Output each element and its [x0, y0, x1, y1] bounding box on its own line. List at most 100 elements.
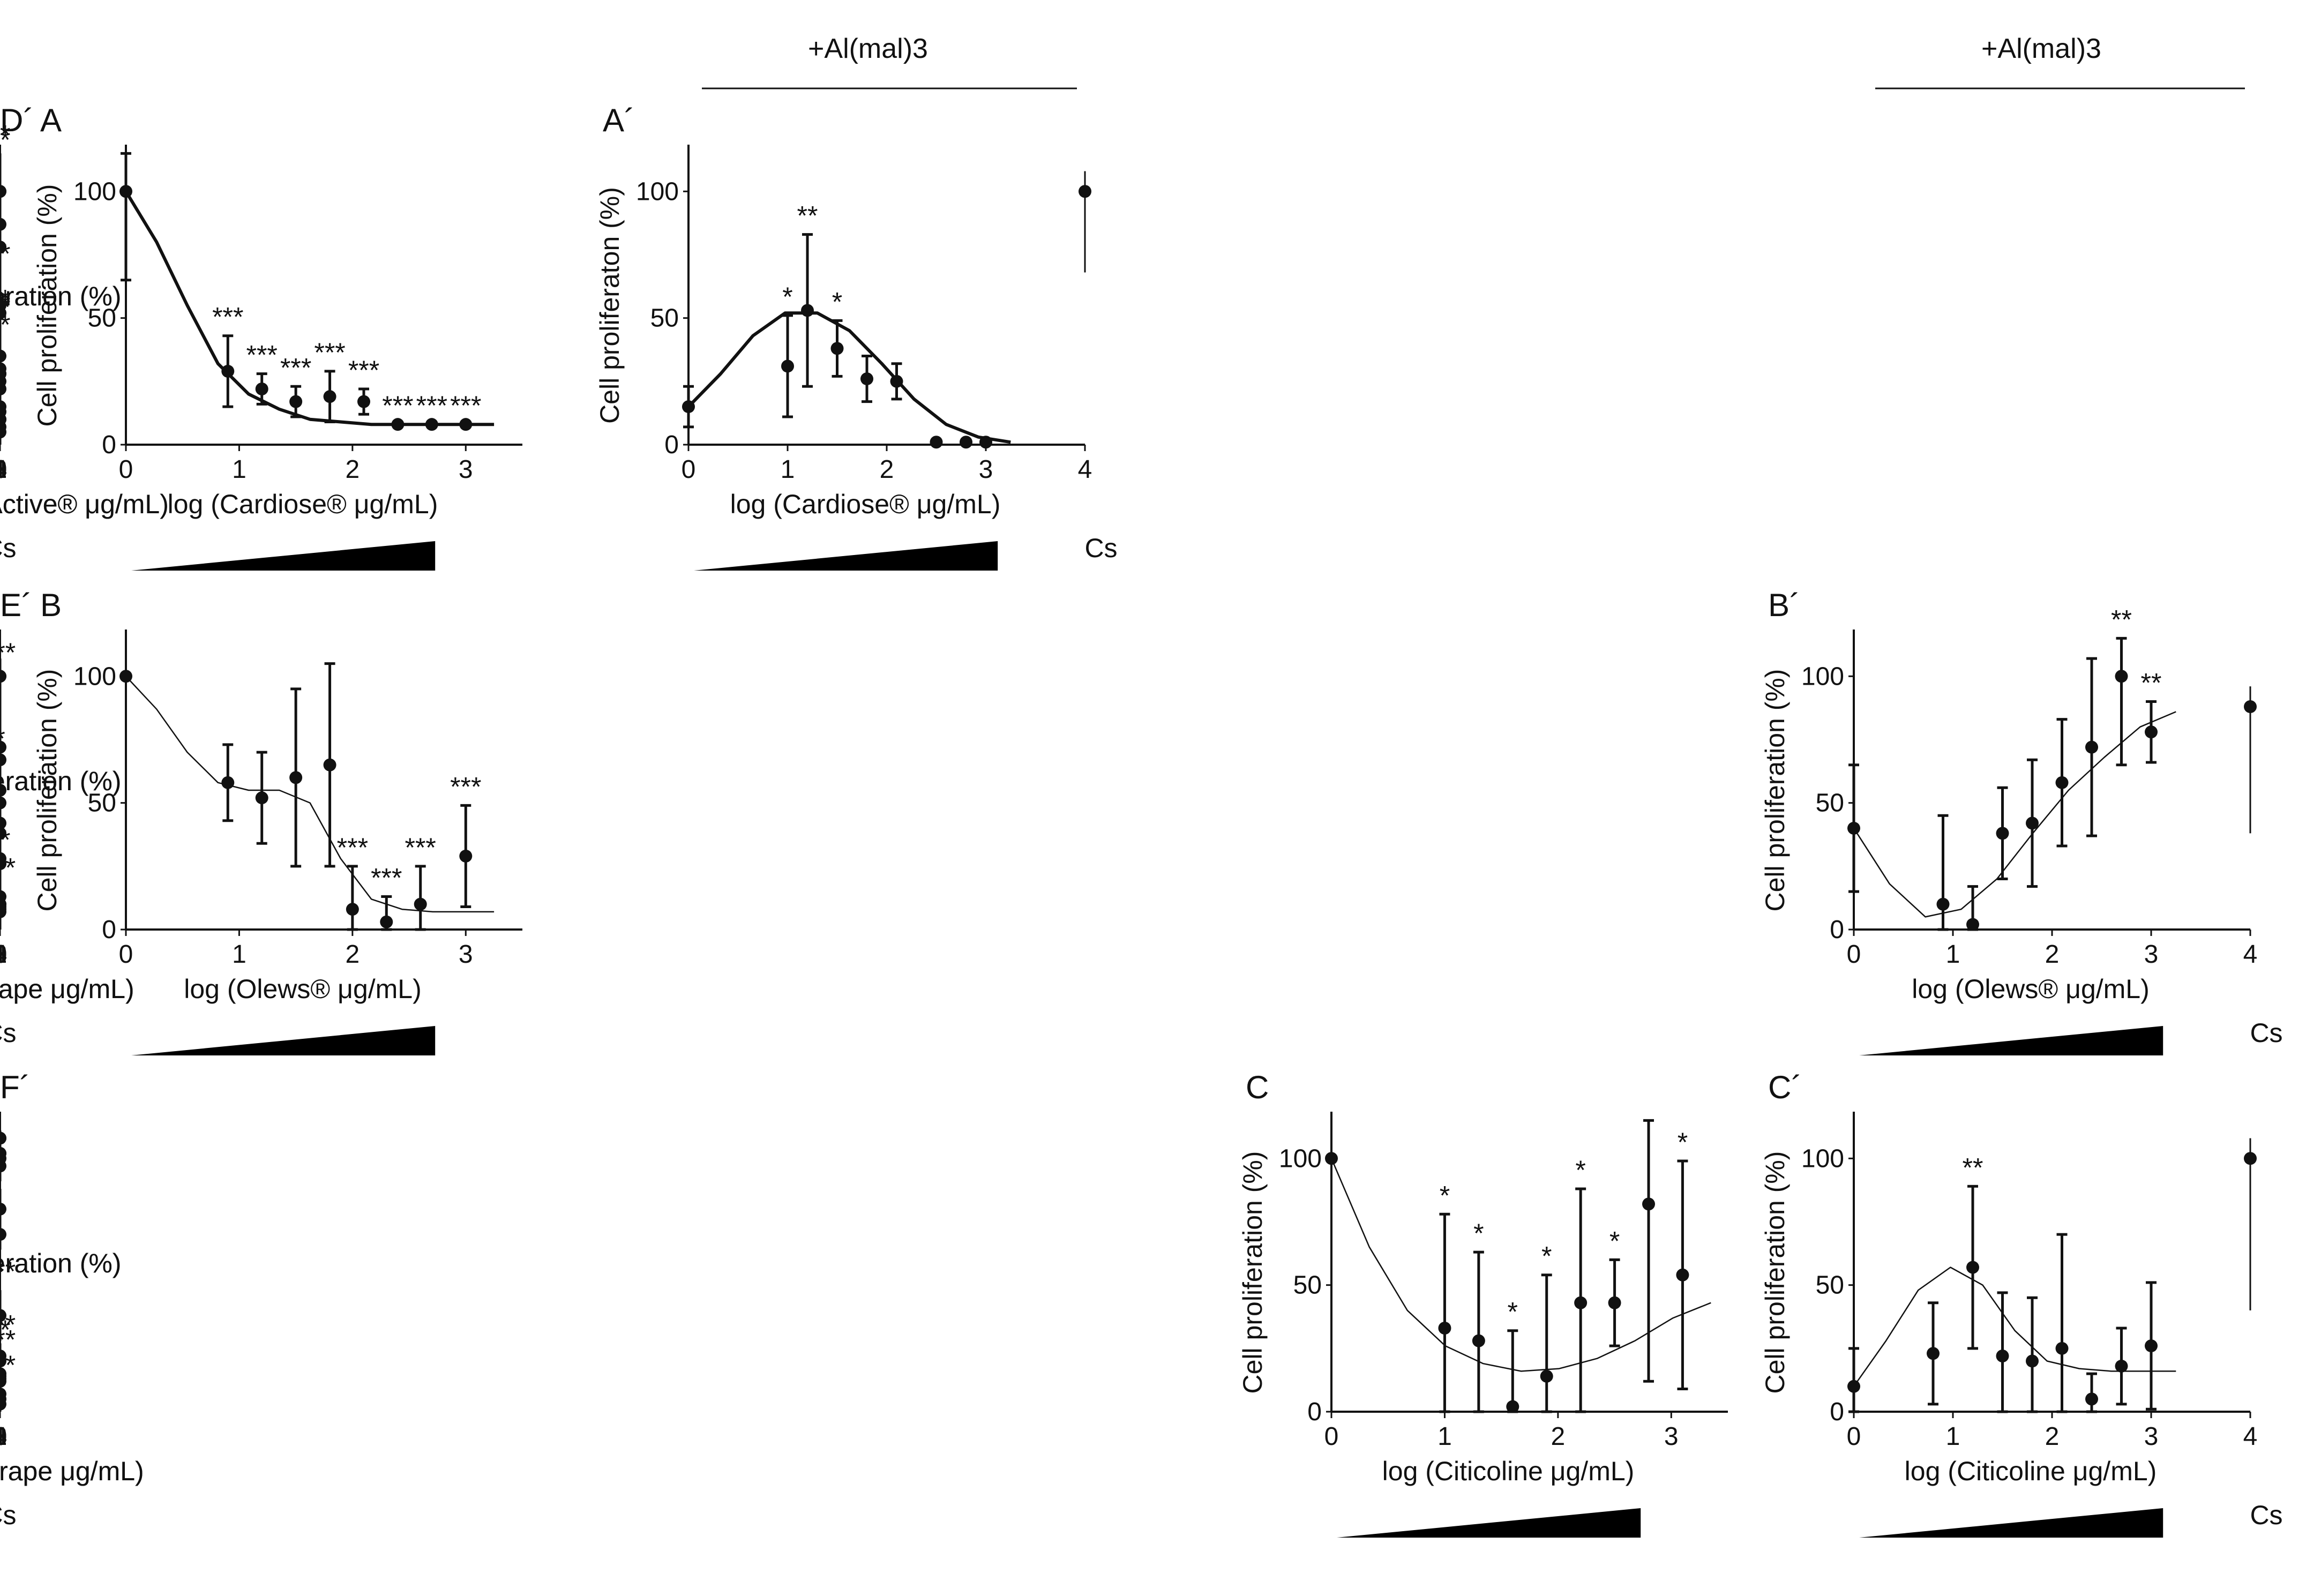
cs-point: [2244, 1152, 2257, 1165]
x-axis-label: log (Red grape μg/mL): [0, 974, 134, 1004]
data-point: [2085, 1392, 2098, 1406]
data-point: [221, 364, 235, 378]
y-tick-label: 0: [1830, 916, 1844, 944]
significance-marker: ***: [450, 391, 481, 421]
data-point: [0, 349, 6, 363]
header-left-label: +Al(mal)3: [808, 33, 928, 64]
y-axis-label: Cell proliferaton (%): [595, 187, 625, 424]
data-point: [860, 372, 873, 386]
data-point: [979, 436, 992, 449]
concentration-gradient: [131, 1026, 436, 1055]
data-point: [1936, 897, 1950, 911]
significance-marker: **: [2111, 604, 2132, 634]
cs-point: [1079, 185, 1091, 198]
panel-letter: B: [40, 587, 62, 623]
x-tick-label: 3: [0, 455, 7, 484]
data-point: [0, 1367, 6, 1381]
x-tick-label: 1: [1946, 1422, 1960, 1451]
data-point: [2055, 1342, 2069, 1355]
data-point: [380, 915, 393, 928]
x-tick-label: 1: [232, 940, 246, 969]
x-axis-label: log (MecobalActive® μg/mL): [0, 489, 169, 519]
x-tick-label: 3: [459, 455, 473, 484]
concentration-gradient: [131, 541, 436, 571]
panel-B2: B´ 0 50 100 0 1 2 3 4 log (Olews® μg/mL) Cell prol…: [1760, 587, 2283, 1055]
significance-marker: ***: [450, 771, 481, 801]
x-tick-label: 0: [1847, 1422, 1861, 1451]
x-tick-label: 3: [0, 455, 7, 484]
x-tick-label: 3: [2144, 1422, 2159, 1451]
panel-F: F0501000123log (White grape μg/mL)Cell p…: [0, 1069, 144, 1486]
x-tick-label: 3: [1664, 1422, 1679, 1451]
data-point: [346, 903, 359, 916]
cs-point: [0, 1152, 6, 1165]
x-tick-label: 3: [2144, 940, 2159, 969]
y-axis-label: Cell proliferation (%): [1760, 1151, 1790, 1394]
data-point: [0, 1392, 6, 1406]
x-tick-label: 4: [0, 940, 7, 969]
data-point: [2115, 670, 2128, 683]
cs-label: Cs: [2250, 1018, 2282, 1048]
cs-label: Cs: [1084, 533, 1117, 563]
data-point: [1574, 1296, 1588, 1309]
panel-C: C 0 50 100 0 1 2 3 log (Citicoline μg/mL) Cell pr…: [1238, 1069, 1728, 1538]
y-tick-label: 100: [1801, 662, 1844, 691]
significance-marker: *: [0, 724, 5, 754]
x-tick-label: 2: [0, 1422, 7, 1451]
data-point: [289, 771, 303, 784]
data-point: [0, 784, 6, 797]
data-point: [255, 383, 268, 395]
significance-marker: *: [782, 282, 792, 312]
x-tick-label: 0: [0, 940, 7, 969]
data-point: [960, 436, 972, 449]
data-point: [0, 1202, 6, 1216]
x-tick-label: 2: [2045, 1422, 2060, 1451]
data-point: [682, 400, 695, 414]
x-tick-label: 0: [1847, 940, 1861, 969]
x-tick-label: 0: [119, 455, 133, 484]
significance-marker: ***: [416, 391, 447, 421]
concentration-gradient: [1337, 1508, 1641, 1538]
data-point: [2145, 1339, 2158, 1353]
data-point: [2026, 816, 2039, 830]
data-point: [119, 670, 132, 683]
data-point: [425, 418, 438, 431]
x-tick-label: 0: [1324, 1422, 1339, 1451]
significance-marker: **: [1963, 1152, 1983, 1182]
fit-curve: [125, 676, 495, 913]
y-tick-label: 50: [88, 304, 116, 333]
data-point: [255, 791, 268, 805]
data-point: [1325, 1152, 1338, 1165]
x-tick-label: 2: [1551, 1422, 1566, 1451]
data-point: [1847, 821, 1860, 835]
significance-marker: *: [1440, 1180, 1450, 1210]
significance-marker: *: [1678, 1127, 1688, 1157]
data-point: [0, 383, 6, 395]
data-point: [459, 418, 473, 431]
y-axis-label: Cell proliferation (%): [1760, 669, 1790, 912]
x-tick-label: 1: [0, 1422, 7, 1451]
significance-marker: **: [0, 310, 10, 340]
significance-marker: *: [1508, 1297, 1518, 1327]
data-point: [323, 758, 336, 771]
data-point: [0, 903, 6, 916]
data-point: [2026, 1354, 2039, 1368]
data-point: [0, 740, 6, 754]
header-left: +Al(mal)3: [702, 33, 1077, 89]
data-point: [0, 299, 6, 312]
panel-C2: C´ 0 50 100 0 1 2 3 4 log (Citicoline μg/mL) Cell …: [1760, 1069, 2283, 1538]
x-tick-label: 1: [0, 455, 7, 484]
panel-letter: F: [0, 1069, 20, 1105]
panel-letter: B´: [1768, 587, 1800, 623]
cs-point: [2244, 700, 2257, 713]
data-point: [0, 753, 6, 767]
x-tick-label: 4: [2243, 1422, 2258, 1451]
significance-marker: *: [0, 736, 5, 766]
data-point: [1540, 1369, 1553, 1383]
significance-marker: **: [2141, 668, 2162, 698]
panel-letter: E: [0, 587, 21, 623]
data-point: [1996, 1350, 2009, 1362]
x-axis-label: log (Citicoline μg/mL): [1382, 1456, 1635, 1486]
